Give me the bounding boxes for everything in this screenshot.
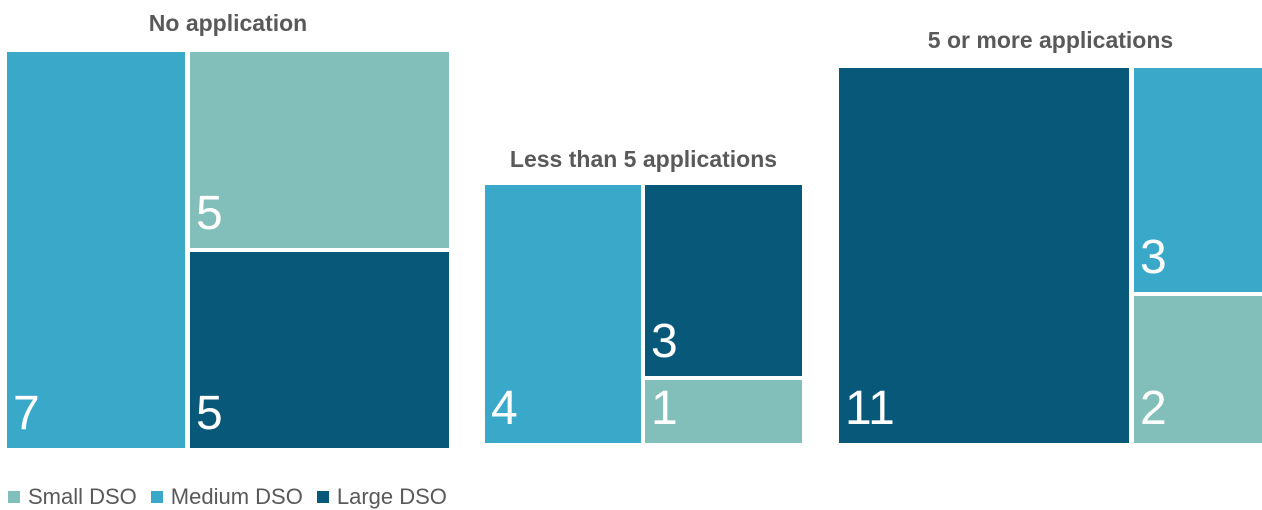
tile-medium-dso: 3 [1134, 68, 1262, 292]
tile-value: 11 [845, 382, 895, 435]
tile-small-dso: 5 [190, 52, 449, 248]
legend-label: Small DSO [28, 484, 137, 509]
legend-item-medium-dso: Medium DSO [150, 484, 303, 510]
tile-small-dso: 2 [1134, 296, 1262, 443]
tile-value: 1 [651, 382, 678, 435]
legend-item-small-dso: Small DSO [8, 484, 137, 510]
tile-value: 5 [196, 187, 223, 240]
panel-no-application: No application 7 5 5 [7, 10, 449, 448]
tile-value: 3 [651, 315, 678, 368]
legend: Small DSO Medium DSO Large DSO [8, 484, 461, 510]
panel-title: No application [148, 10, 308, 36]
tile-value: 3 [1140, 231, 1167, 284]
tile-small-dso: 1 [645, 380, 802, 443]
legend-label: Large DSO [336, 484, 447, 509]
tile-value: 5 [196, 387, 223, 440]
tile-large-dso: 11 [839, 68, 1129, 443]
panel-less-than-5-applications: Less than 5 applications 4 3 1 [485, 142, 802, 443]
legend-label: Medium DSO [170, 484, 303, 509]
panel-5-or-more-applications: 5 or more applications 11 3 2 [839, 27, 1262, 443]
tile-medium-dso: 4 [485, 185, 641, 443]
legend-swatch-medium-dso [150, 491, 163, 503]
panel-title: Less than 5 applications [509, 146, 778, 172]
tile-value: 4 [491, 382, 518, 435]
tile-large-dso: 3 [645, 185, 802, 376]
legend-swatch-large-dso [316, 491, 329, 503]
panel-title: 5 or more applications [927, 27, 1174, 53]
tile-medium-dso: 7 [7, 52, 185, 448]
tile-value: 7 [13, 387, 40, 440]
tile-value: 2 [1140, 382, 1167, 435]
legend-item-large-dso: Large DSO [316, 484, 447, 510]
tile-large-dso: 5 [190, 252, 449, 448]
legend-swatch-small-dso [8, 491, 20, 503]
